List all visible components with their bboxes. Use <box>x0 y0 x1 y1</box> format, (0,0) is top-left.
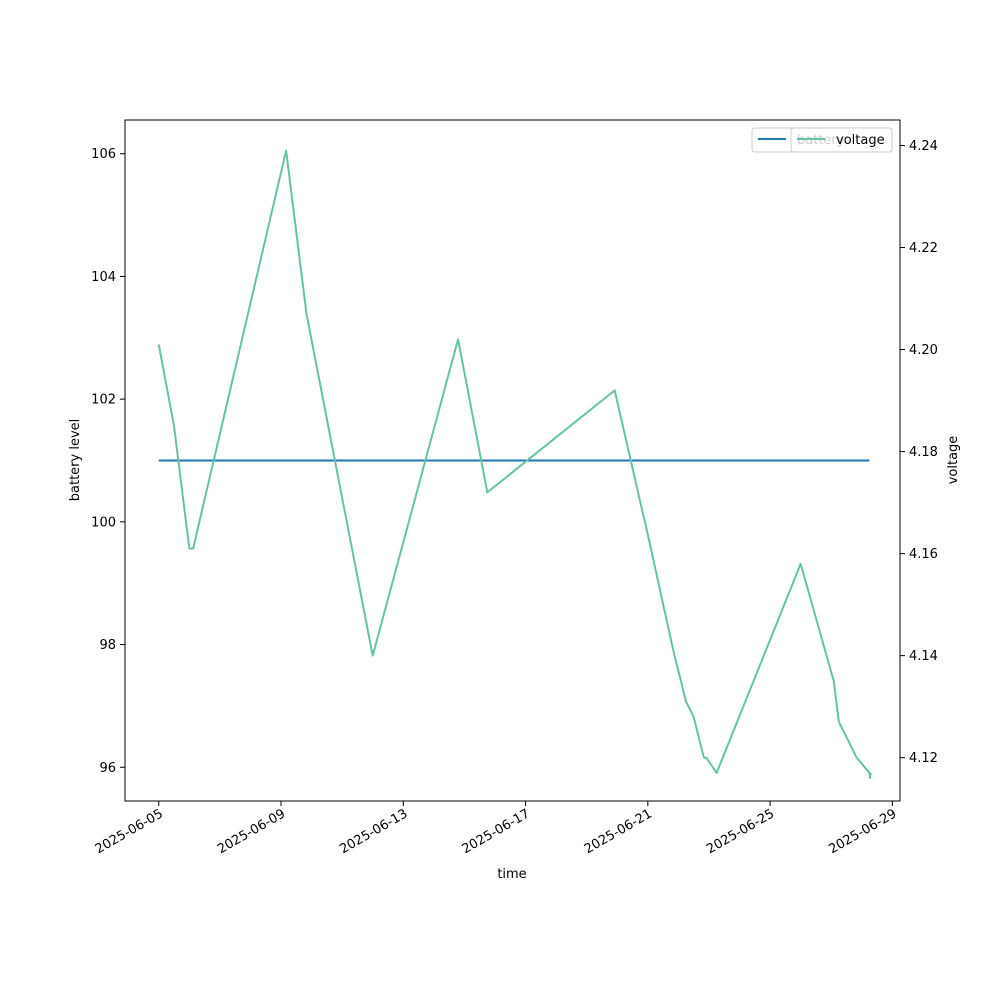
y2-tick-label: 4.20 <box>909 343 938 358</box>
series-line-voltage <box>157 149 872 780</box>
y-axis-left: 96 98 100 102 104 106 <box>91 147 125 776</box>
y2-tick-label: 4.12 <box>909 751 938 766</box>
legend-label-voltage: voltage <box>836 133 885 148</box>
y2-tick-label: 4.14 <box>909 649 938 664</box>
x-tick-label: 2025-06-05 <box>93 806 166 857</box>
legend-box-voltage <box>790 127 893 153</box>
y-axis-right: 4.12 4.14 4.16 4.18 4.20 4.22 4.24 <box>900 139 938 766</box>
x-tick-label: 2025-06-09 <box>215 806 288 857</box>
x-tick-label: 2025-06-25 <box>704 806 777 857</box>
y-tick-label: 102 <box>91 393 116 408</box>
y2-tick-label: 4.18 <box>909 445 938 460</box>
x-axis: 2025-06-05 2025-06-09 2025-06-13 2025-06-17… <box>93 801 899 857</box>
plot-frame <box>124 119 901 802</box>
x-axis-label: time <box>497 867 526 882</box>
y2-axis-label: voltage <box>946 436 961 485</box>
x-tick-label: 2025-06-21 <box>582 806 655 857</box>
y2-tick-label: 4.16 <box>909 547 938 562</box>
x-tick-label: 2025-06-13 <box>337 806 410 857</box>
y-tick-label: 106 <box>91 147 116 162</box>
y2-tick-label: 4.24 <box>909 139 938 154</box>
legend: batteryvoltage <box>751 127 893 153</box>
y-tick-label: 98 <box>99 638 116 653</box>
x-tick-label: 2025-06-29 <box>826 806 899 857</box>
y-axis-label: battery level <box>68 419 83 502</box>
y-tick-label: 100 <box>91 515 116 530</box>
plot-area <box>157 149 872 780</box>
y2-tick-label: 4.22 <box>909 241 938 256</box>
y-tick-label: 104 <box>91 270 116 285</box>
x-tick-label: 2025-06-17 <box>460 806 533 857</box>
y-tick-label: 96 <box>99 761 116 776</box>
